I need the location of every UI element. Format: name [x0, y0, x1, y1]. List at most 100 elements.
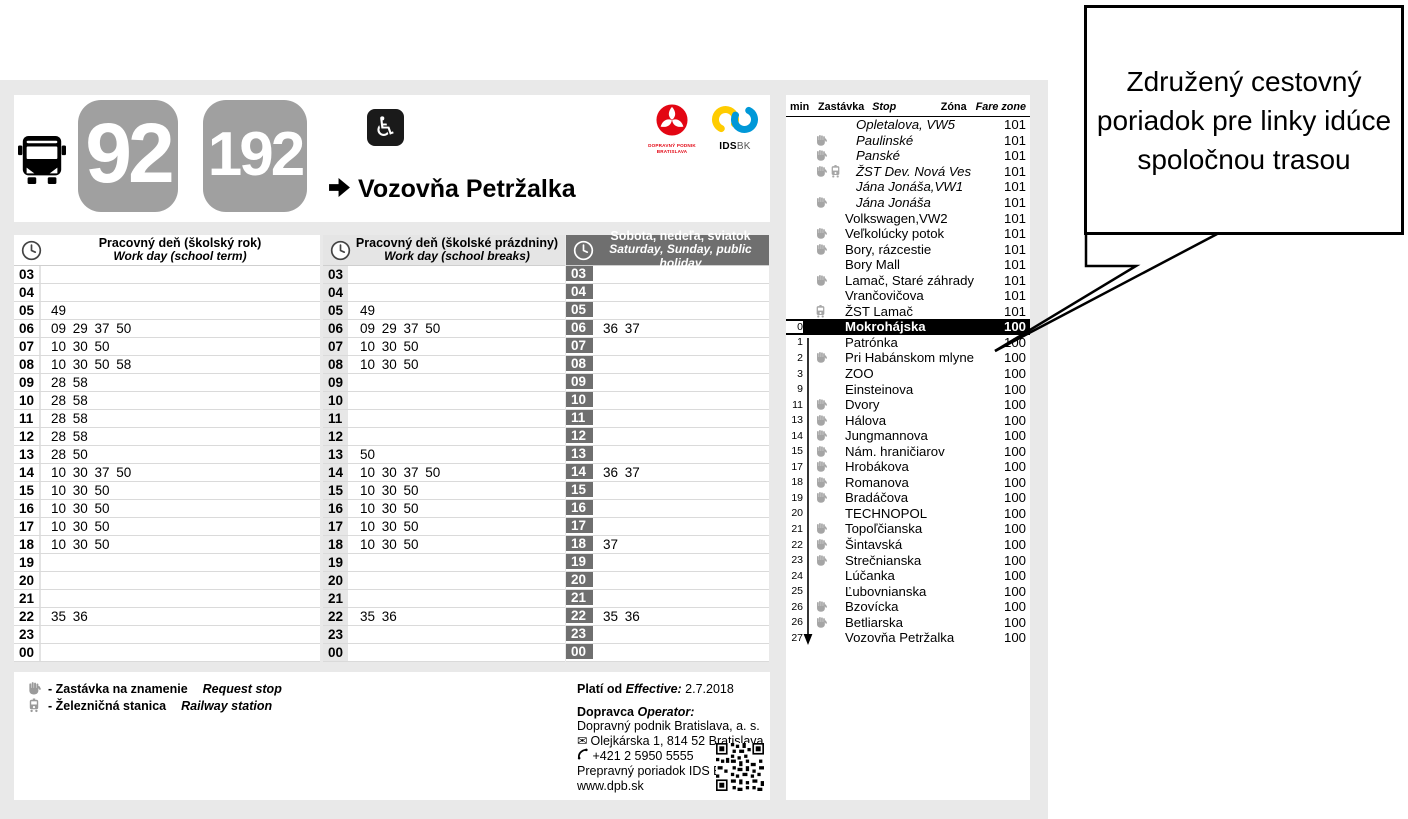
stop-row: 25 Ľubovnianska 100: [786, 583, 1030, 599]
timetable-row: 16: [566, 500, 769, 518]
travel-time-min: 1: [797, 336, 803, 349]
hand-icon: [817, 492, 827, 504]
hour-cell: 22: [566, 608, 593, 625]
clock-icon: [21, 240, 42, 266]
stop-list-panel: min Zastávka Stop Zóna Fare zone Opletal…: [786, 95, 1030, 800]
travel-time-min: 26: [791, 600, 803, 613]
hour-cell: 13: [566, 446, 593, 463]
fare-zone: 100: [1003, 505, 1026, 521]
route-line-gutter: [803, 335, 812, 351]
minutes-cell: 28 58: [51, 393, 88, 408]
stop-name: Bradáčova: [845, 490, 909, 506]
timetable-row: 05 49: [323, 302, 565, 320]
route-number: 92: [85, 105, 174, 200]
stop-icons: [812, 429, 845, 442]
hour-cell: 13: [323, 446, 350, 463]
stop-row: 15 Nám. hraničiarov 100: [786, 443, 1030, 459]
hour-cell: 00: [566, 644, 593, 661]
hour-cell: 14: [14, 464, 41, 481]
idsbk-logo: IDSBK: [706, 104, 764, 152]
timetable-row: 12: [323, 428, 565, 446]
minutes-cell: [41, 284, 320, 301]
timetable-header: Pracovný deň (školský rok) Work day (sch…: [14, 235, 320, 266]
minutes-cell: 10 30 50: [360, 339, 419, 354]
minutes-cell: 10 30 50: [360, 501, 419, 516]
hand-icon: [817, 461, 827, 472]
route-line-gutter: [803, 133, 812, 149]
minutes-cell: [350, 266, 565, 283]
route-line-gutter: [803, 490, 812, 506]
hour-cell: 08: [14, 356, 41, 373]
hour-cell: 10: [323, 392, 350, 409]
stop-row: 20 TECHNOPOL 100: [786, 506, 1030, 522]
hour-cell: 11: [566, 410, 593, 427]
minutes-cell: 35 36: [360, 609, 397, 624]
legend: - Zastávka na znamenie Request stop - Že…: [26, 680, 282, 714]
phone-row: +421 2 5950 5555: [577, 748, 777, 764]
stop-name: Dvory: [845, 397, 880, 413]
timetable-row: 18 37: [566, 536, 769, 554]
stop-row: Veľkolúcky potok 101: [786, 226, 1030, 242]
hour-cell: 08: [566, 356, 593, 373]
stop-row: 19 Bradáčova 100: [786, 490, 1030, 506]
minutes-cell: [593, 302, 769, 319]
legend-text-sk: - Železničná stanica: [48, 698, 167, 713]
timetable-header: Pracovný deň (školské prázdniny) Work da…: [323, 235, 565, 266]
stop-name: Jána Jonáša: [856, 195, 931, 210]
route-line-gutter: [803, 304, 812, 320]
timetable-row: 23: [566, 626, 769, 644]
timetable-row: 18 10 30 50: [14, 536, 320, 554]
stop-name: Topoľčianska: [845, 521, 923, 537]
hour-cell: 09: [323, 374, 350, 391]
minutes-cell: [593, 482, 769, 499]
hour-cell: 22: [323, 608, 350, 625]
stop-row: 24 Lúčanka 100: [786, 568, 1030, 584]
minutes-cell: [350, 392, 565, 409]
hour-cell: 07: [323, 338, 350, 355]
hour-cell: 11: [14, 410, 41, 427]
clock-icon: [330, 240, 351, 266]
fare-zone: 100: [1003, 412, 1026, 428]
timetable-body: 03 04 05 49 06 09 29 37 50 07 10 30 50 08 10 30 5…: [14, 266, 320, 662]
stop-icons: [812, 149, 845, 162]
minutes-cell: 28 58: [51, 375, 88, 390]
timetable-row: 11 28 58: [14, 410, 320, 428]
stop-icons: [812, 460, 845, 473]
minutes-cell: [593, 500, 769, 517]
minutes-cell: [593, 410, 769, 427]
timetable-row: 19: [323, 554, 565, 572]
timetable-row: 17: [566, 518, 769, 536]
envelope-icon: ✉: [577, 732, 588, 748]
minutes-cell: [41, 266, 320, 283]
timetable-row: 15 10 30 50: [14, 482, 320, 500]
stop-name: Panské: [856, 148, 900, 164]
timetable-row: 05: [566, 302, 769, 320]
hour-cell: 18: [566, 536, 593, 553]
route-number-badge: 192: [203, 100, 307, 212]
stop-icons: [812, 351, 845, 364]
timetable-body: 03 04 05 06 36 37 07 08 09 10 11 12 13 14 36 37 15 16 17…: [566, 266, 769, 662]
minutes-cell: 10 30 50: [51, 537, 110, 552]
minutes-cell: 36 37: [603, 465, 640, 480]
stop-name: Einsteinova: [845, 381, 914, 397]
route-number-badge: 92: [78, 100, 178, 212]
timetable-row: 07 10 30 50: [14, 338, 320, 356]
timetable-row: 09: [566, 374, 769, 392]
hand-icon: [817, 616, 827, 628]
stop-row: Jána Jonáša 101: [786, 195, 1030, 211]
hour-cell: 03: [566, 266, 593, 283]
travel-time-min: 17: [791, 460, 803, 473]
timetable-row: 19: [14, 554, 320, 572]
fare-zone: 100: [1003, 583, 1026, 599]
stop-row: Bory, rázcestie 101: [786, 241, 1030, 257]
stop-row: Lamač, Staré záhrady 101: [786, 272, 1030, 288]
fare-zone: 100: [1003, 319, 1026, 335]
stop-name: Paulinské: [856, 132, 914, 148]
minutes-cell: [593, 392, 769, 409]
route-line-gutter: [803, 148, 812, 164]
hour-cell: 12: [323, 428, 350, 445]
stop-icons: [812, 398, 845, 411]
route-line-gutter: [803, 537, 812, 553]
stop-name: Vrančovičova: [845, 288, 924, 304]
stop-name: Opletalova, VW5: [856, 117, 955, 133]
